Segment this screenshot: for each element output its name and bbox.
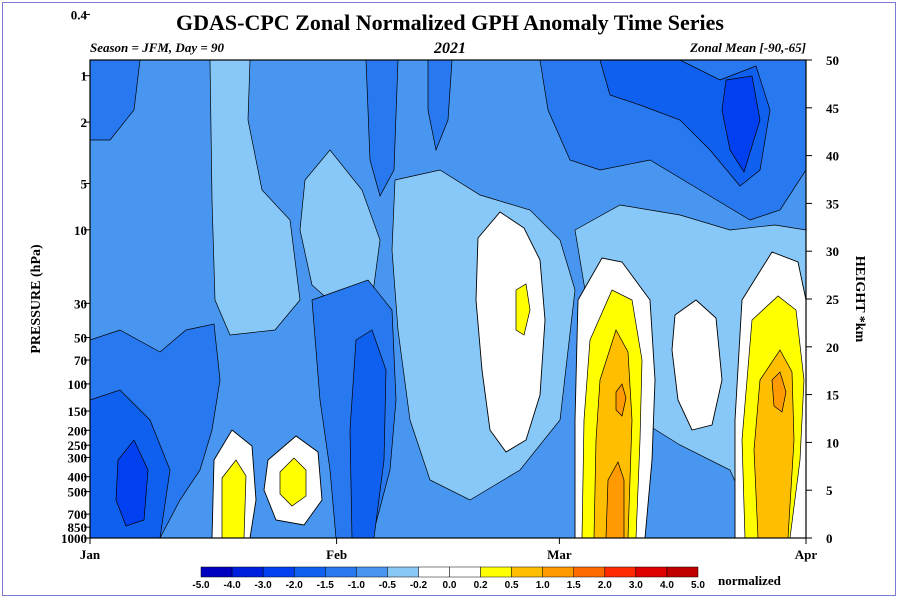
colorbar-swatch [542,566,574,578]
colorbar-swatch [200,566,233,578]
field-region-dark-orange-mar-early [605,461,625,538]
colorbar-swatch [356,566,388,578]
colorbar-level-label: 3.0 [629,580,643,591]
pressure-axis-label: PRESSURE (hPa) [29,244,44,354]
time-tick-label: Feb [326,547,347,562]
height-tick-label: 50 [826,53,839,68]
pressure-tick-label: 300 [68,450,88,465]
colorbar-level-label: -2.0 [286,580,304,591]
chart-title: GDAS-CPC Zonal Normalized GPH Anomaly Ti… [176,10,724,35]
pressure-tick-label: 2 [81,115,88,130]
field-region-yellow-feb [515,283,531,336]
field-region-yellow-jan-lower-2 [279,457,307,507]
colorbar-level-label: 2.0 [598,580,612,591]
colorbar-swatch [480,566,512,578]
colorbar-swatch [231,566,264,578]
pressure-tick-label: 100 [68,377,88,392]
colorbar-level-label: 1.5 [567,580,581,591]
pressure-tick-label: 200 [68,423,88,438]
time-tick-label: Apr [795,547,818,562]
colorbar-level-label: -0.5 [379,580,397,591]
colorbar-level-label: -5.0 [192,580,210,591]
colorbar-level-label: 1.0 [536,580,550,591]
field-region-blue-strat-feb [365,60,399,197]
colorbar-level-label: 5.0 [691,580,705,591]
colorbar-swatch [262,566,295,578]
zonal-mean-subtitle: Zonal Mean [-90,-65] [689,40,806,55]
colorbar-swatch [604,566,637,578]
height-tick-label: 45 [826,101,840,116]
pressure-tick-label: 150 [68,404,88,419]
height-tick-label: 25 [826,292,840,307]
plot-area [90,60,806,538]
pressure-tick-label: 850 [68,520,88,535]
colorbar-swatch [418,566,450,578]
colorbar-level-label: 0.5 [505,580,519,591]
pressure-tick-label: 5 [81,176,88,191]
colorbar-swatch [511,566,543,578]
time-tick-label: Jan [80,547,101,562]
colorbar-swatch [387,566,419,578]
height-tick-label: 15 [826,388,840,403]
pressure-tick-label: 700 [68,507,88,522]
field-region-deepest-blue-jan [115,439,149,527]
pressure-tick-label: 500 [68,485,88,500]
colorbar-swatch [449,566,481,578]
height-tick-label: 5 [826,483,833,498]
colorbar-swatch [573,566,606,578]
time-tick-label: Mar [547,547,572,562]
field-region-blue-strat-feb-2 [427,60,453,152]
colorbar-swatch [666,566,699,578]
height-axis: 0 5 10 15 20 25 30 35 40 45 50 [806,53,840,546]
colorbar-units: normalized [718,573,782,588]
pressure-tick-label: 1000 [61,531,87,546]
pressure-tick-label: 400 [68,470,88,485]
height-tick-label: 10 [826,435,839,450]
height-tick-label: 20 [826,340,839,355]
field-region-blue-strat-jan [90,60,141,141]
height-tick-label: 40 [826,149,839,164]
time-axis: Jan Feb Mar Apr [80,538,818,562]
colorbar-level-label: -4.0 [223,580,241,591]
height-tick-label: 35 [826,196,840,211]
year-subtitle: 2021 [433,40,466,57]
colorbar-level-label: -1.0 [348,580,366,591]
colorbar-level-label: -3.0 [255,580,273,591]
pressure-tick-label: 0.4 [71,7,88,22]
field-region-yellow-jan-lower [221,459,247,538]
colorbar-level-label: 4.0 [660,580,674,591]
season-subtitle: Season = JFM, Day = 90 [90,40,224,55]
pressure-tick-label: 10 [74,223,87,238]
height-axis-label: HEIGHT *km [852,256,867,343]
colorbar-level-label: -1.5 [317,580,335,591]
pressure-tick-label: 30 [74,296,87,311]
pressure-tick-label: 70 [74,353,87,368]
field-region-dark-blue-feb [349,329,387,538]
field-region-white-mar-mid [671,299,723,431]
pressure-tick-label: 50 [74,331,87,346]
field-region-deepest-blue-strat [721,75,761,173]
field-region-dark-orange-mar-late [771,371,787,413]
colorbar-level-label: 0.0 [443,580,457,591]
colorbar-swatch [325,566,357,578]
height-tick-label: 0 [826,531,833,546]
field-region-dark-orange-mar-mid [615,383,627,417]
colorbar: -5.0 -4.0 -3.0 -2.0 -1.5 -1.0 -0.5 -0.2 0.0 0.2 0.… [192,566,705,591]
height-tick-label: 30 [826,244,839,259]
colorbar-level-label: -0.2 [410,580,428,591]
pressure-tick-label: 250 [68,438,88,453]
colorbar-swatch [635,566,668,578]
pressure-tick-label: 1 [81,69,88,84]
colorbar-swatch [293,566,326,578]
field-region-white-feb [475,211,546,453]
colorbar-level-label: 0.2 [474,580,488,591]
field-region-light-blue-upper [209,60,301,336]
